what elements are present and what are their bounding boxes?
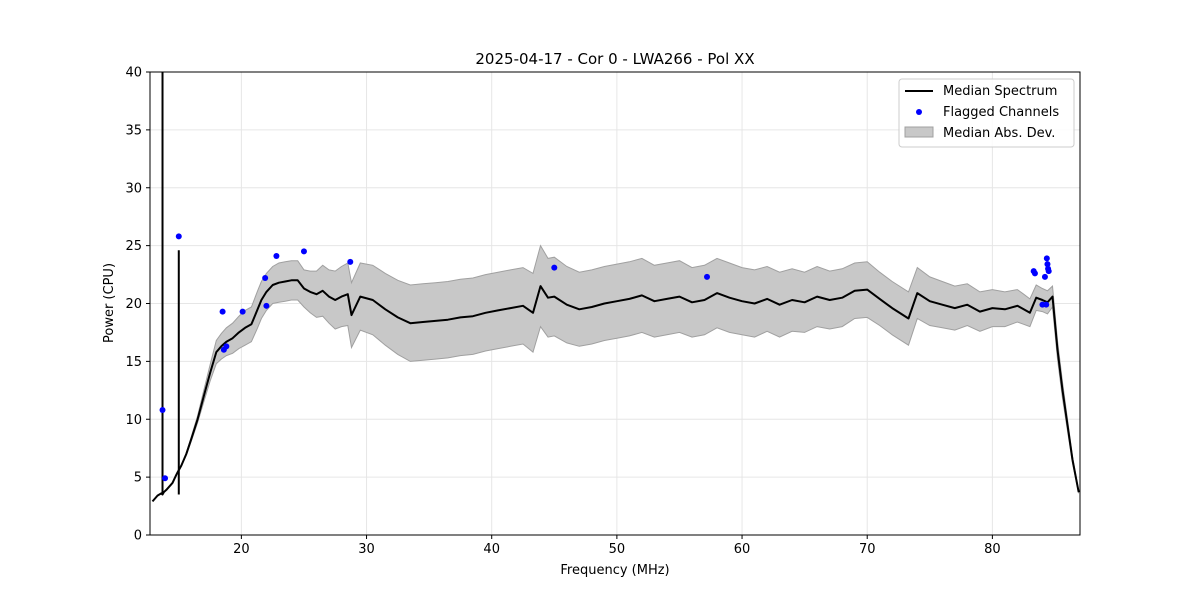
- flagged-channel-point: [703, 273, 710, 280]
- flagged-channel-point: [273, 253, 280, 260]
- flagged-channel-point: [300, 248, 307, 255]
- x-tick-label: 40: [483, 542, 500, 557]
- flagged-channel-point: [223, 343, 230, 350]
- legend-median-label: Median Spectrum: [943, 84, 1057, 99]
- y-tick-label: 35: [125, 123, 142, 138]
- y-tick-label: 5: [134, 471, 142, 486]
- y-tick-label: 25: [125, 239, 142, 254]
- flagged-channel-point: [239, 308, 246, 315]
- flagged-channel-point: [1045, 268, 1052, 275]
- flagged-points-layer: [159, 233, 1052, 482]
- y-tick-label: 30: [125, 181, 142, 196]
- flagged-channel-point: [347, 258, 354, 265]
- x-axis: 20 30 40 50 60 70 80: [233, 535, 1001, 557]
- y-axis: 0 5 10 15 20 25 30 35 40: [125, 66, 150, 544]
- legend-mad-swatch: [904, 126, 934, 138]
- median-spectrum-line: [151, 279, 1080, 503]
- flagged-channel-point: [1031, 270, 1038, 277]
- flagged-channel-point: [159, 406, 166, 413]
- flagged-channel-point: [551, 264, 558, 271]
- y-tick-label: 40: [125, 66, 142, 81]
- y-axis-label: Power (CPU): [102, 263, 117, 343]
- y-tick-label: 20: [125, 297, 142, 312]
- x-tick-label: 80: [984, 542, 1001, 557]
- flagged-channel-point: [162, 475, 169, 482]
- flagged-channel-point: [1043, 301, 1050, 308]
- y-tick-label: 0: [134, 529, 142, 544]
- flagged-channel-point: [1043, 255, 1050, 262]
- x-tick-label: 60: [734, 542, 751, 557]
- flagged-channel-point: [1044, 261, 1051, 268]
- y-tick-label: 15: [125, 355, 142, 370]
- flagged-channel-point: [175, 233, 182, 240]
- chart-title: 2025-04-17 - Cor 0 - LWA266 - Pol XX: [475, 50, 754, 68]
- median-line-layer: [151, 279, 1080, 503]
- spike-layer: [161, 72, 180, 495]
- x-tick-label: 30: [358, 542, 375, 557]
- legend-box: [898, 78, 1075, 148]
- flagged-channel-point: [262, 275, 269, 282]
- legend-flagged-swatch: [916, 109, 922, 115]
- y-tick-label: 10: [125, 413, 142, 428]
- flagged-channel-point: [219, 308, 226, 315]
- flagged-channel-point: [263, 302, 270, 309]
- x-tick-label: 70: [859, 542, 876, 557]
- legend-flagged-label: Flagged Channels: [943, 105, 1059, 120]
- legend: Median Spectrum Flagged Channels Median …: [898, 78, 1075, 148]
- legend-mad-label: Median Abs. Dev.: [943, 126, 1055, 141]
- x-axis-label: Frequency (MHz): [560, 563, 669, 578]
- flagged-channel-point: [1041, 273, 1048, 280]
- x-tick-label: 20: [233, 542, 250, 557]
- x-tick-label: 50: [609, 542, 626, 557]
